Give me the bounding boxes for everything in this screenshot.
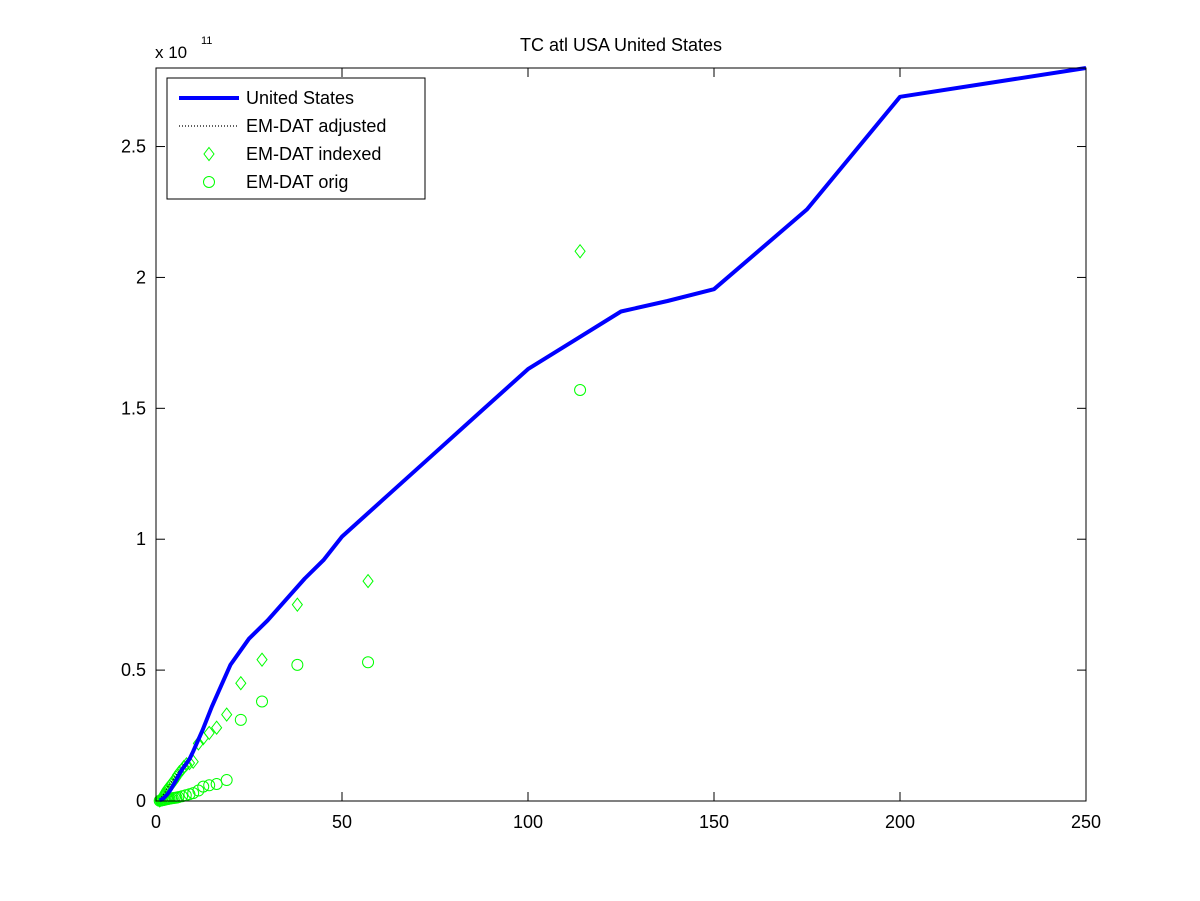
y-tick-label: 1.5 xyxy=(121,398,146,418)
x-tick-label: 250 xyxy=(1071,812,1101,832)
y-tick-label: 1 xyxy=(136,529,146,549)
data-point-diamond xyxy=(192,736,205,751)
series-line xyxy=(158,66,1087,803)
data-point-circle xyxy=(574,383,587,396)
data-point-diamond xyxy=(211,720,223,736)
data-point-circle xyxy=(234,713,247,726)
x-tick-label: 150 xyxy=(699,812,729,832)
y-exponent-superscript: 11 xyxy=(201,35,212,47)
x-tick-label: 200 xyxy=(885,812,915,832)
data-point-circle xyxy=(197,780,210,793)
data-point-diamond xyxy=(235,675,247,691)
x-tick-label: 100 xyxy=(513,812,543,832)
axis-ticks: 0 50 100 150 200 250 0 0.5 1 1.5 2 2.5 xyxy=(121,68,1101,832)
series-united-states xyxy=(158,66,1087,803)
x-tick-label: 50 xyxy=(332,812,352,832)
legend: United States EM-DAT adjusted EM-DAT index… xyxy=(166,77,426,200)
legend-label: EM-DAT indexed xyxy=(246,144,381,164)
data-point-circle xyxy=(172,791,185,804)
y-tick-label: 0 xyxy=(136,791,146,811)
data-point-diamond xyxy=(362,573,374,589)
plot-frame xyxy=(155,67,1087,802)
data-point-diamond xyxy=(256,652,268,667)
data-point-circle xyxy=(256,695,269,708)
series-layer xyxy=(153,66,1087,808)
data-point-circle xyxy=(291,658,304,671)
legend-label: United States xyxy=(246,88,354,108)
data-point-diamond xyxy=(574,243,586,259)
data-point-circle xyxy=(220,774,233,787)
data-point-diamond xyxy=(221,707,233,722)
x-tick-label: 0 xyxy=(151,812,161,832)
legend-label: EM-DAT orig xyxy=(246,172,348,192)
y-tick-label: 2 xyxy=(136,267,146,287)
chart-title: TC atl USA United States xyxy=(520,35,722,55)
legend-label: EM-DAT adjusted xyxy=(246,116,386,136)
y-tick-label: 2.5 xyxy=(121,137,146,157)
y-tick-label: 0.5 xyxy=(121,660,146,680)
data-point-diamond xyxy=(291,597,303,612)
data-point-diamond xyxy=(203,725,215,741)
y-exponent-label: x 10 xyxy=(155,43,187,62)
legend-swatch-diamond xyxy=(203,146,215,162)
data-point-circle xyxy=(203,779,216,792)
data-point-circle xyxy=(210,777,223,790)
legend-swatch-circle xyxy=(203,176,215,188)
data-point-circle xyxy=(362,656,375,669)
data-point-diamond xyxy=(180,757,193,772)
